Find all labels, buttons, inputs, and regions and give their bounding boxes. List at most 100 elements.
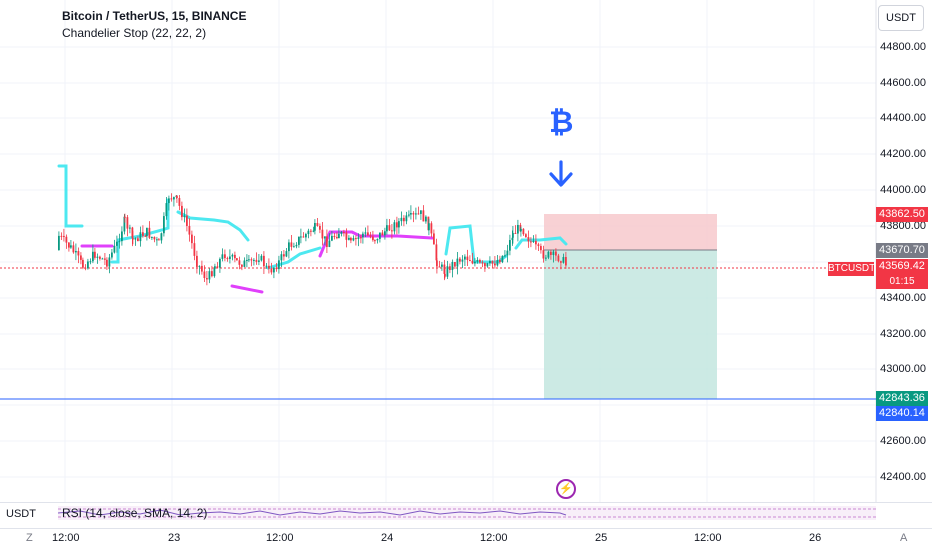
candlesticks	[58, 193, 567, 286]
candle-body	[328, 240, 331, 247]
rsi-label[interactable]: RSI (14, close, SMA, 14, 2)	[62, 506, 208, 520]
candle-body	[415, 213, 417, 215]
candle-body	[188, 225, 191, 235]
candle-body	[542, 250, 545, 259]
candle-body	[263, 255, 265, 267]
candle-body	[165, 203, 168, 217]
price-tick: 44000.00	[880, 184, 926, 196]
candle-body	[258, 260, 260, 262]
candle-body	[489, 260, 491, 264]
bottom-currency-label: USDT	[6, 508, 36, 520]
candle-body	[444, 273, 446, 277]
candle-body	[246, 259, 248, 261]
candle-body	[321, 229, 324, 239]
time-tick: 12:00	[52, 532, 80, 544]
time-tick: 23	[168, 532, 181, 544]
candle-body	[283, 254, 285, 257]
candle-body	[116, 241, 118, 246]
candle-body	[273, 267, 275, 273]
currency-button[interactable]: USDT	[878, 5, 924, 31]
candle-body	[60, 235, 63, 237]
candle-body	[255, 259, 258, 262]
candle-body	[173, 197, 175, 200]
candle-body	[129, 227, 131, 229]
candle-body	[319, 225, 321, 230]
candle-body	[231, 254, 234, 257]
symbol-title[interactable]: Bitcoin / TetherUS, 15, BINANCE	[62, 9, 247, 23]
target-price-tag: 43862.50	[876, 207, 928, 222]
candle-body	[464, 256, 466, 260]
candle-body	[221, 254, 224, 259]
candle-body	[72, 245, 75, 253]
candle-body	[158, 239, 160, 241]
candle-body	[336, 237, 338, 239]
candle-body	[451, 261, 454, 270]
time-tick: 25	[595, 532, 608, 544]
price-tick: 44400.00	[880, 112, 926, 124]
candle-body	[509, 240, 511, 251]
candle-body	[374, 240, 376, 242]
target-zone	[544, 214, 717, 250]
candle-body	[238, 260, 241, 265]
candle-body	[552, 251, 555, 255]
candle-body	[511, 237, 514, 241]
price-tick: 43000.00	[880, 363, 926, 375]
candle-body	[454, 261, 456, 267]
candle-body	[101, 258, 104, 260]
countdown-tag: 01:15	[876, 274, 928, 289]
flash-icon[interactable]: ⚡	[556, 479, 576, 499]
candle-body	[562, 257, 565, 263]
candle-body	[108, 257, 111, 267]
rsi-pane[interactable]	[0, 502, 932, 527]
candle-body	[348, 237, 350, 240]
candle-body	[527, 236, 530, 242]
time-axis[interactable]	[0, 528, 932, 551]
candle-body	[260, 255, 263, 261]
candle-body	[206, 278, 208, 280]
price-tick: 44800.00	[880, 41, 926, 53]
candle-body	[433, 233, 435, 245]
zoom-corner-button[interactable]: Z	[26, 532, 33, 544]
price-tick: 43400.00	[880, 292, 926, 304]
candle-body	[393, 222, 396, 232]
rsi-line	[57, 509, 567, 516]
candle-body	[196, 255, 198, 267]
candle-body	[99, 256, 101, 259]
price-tick: 42600.00	[880, 435, 926, 447]
candle-body	[208, 271, 211, 280]
candle-body	[522, 228, 525, 235]
candle-body	[316, 223, 319, 226]
candle-body	[532, 240, 535, 242]
price-tick: 43200.00	[880, 328, 926, 340]
time-tick: 24	[381, 532, 394, 544]
candle-body	[248, 259, 250, 261]
line-price-tag: 42840.14	[876, 406, 928, 421]
candle-body	[82, 259, 84, 268]
price-tick: 44200.00	[880, 148, 926, 160]
candle-body	[459, 258, 461, 262]
candle-body	[540, 246, 542, 251]
price-tick: 44600.00	[880, 77, 926, 89]
candle-body	[557, 255, 560, 262]
candle-body	[331, 235, 333, 241]
price-tick: 42400.00	[880, 471, 926, 483]
candle-body	[506, 250, 509, 256]
indicator-label[interactable]: Chandelier Stop (22, 22, 2)	[62, 26, 207, 40]
candle-body	[89, 261, 92, 263]
symbol-tag: BTCUSDT	[828, 262, 876, 276]
candle-body	[535, 240, 537, 245]
candle-body	[96, 256, 99, 258]
candle-body	[400, 217, 403, 222]
candle-body	[163, 216, 165, 234]
candle-body	[160, 233, 163, 241]
candle-body	[312, 230, 315, 232]
auto-scale-button[interactable]: A	[900, 532, 908, 544]
candle-body	[216, 266, 219, 268]
candle-body	[494, 263, 496, 266]
candle-body	[422, 210, 425, 222]
candle-body	[131, 227, 134, 239]
candle-body	[398, 221, 400, 228]
candle-body	[550, 251, 552, 255]
